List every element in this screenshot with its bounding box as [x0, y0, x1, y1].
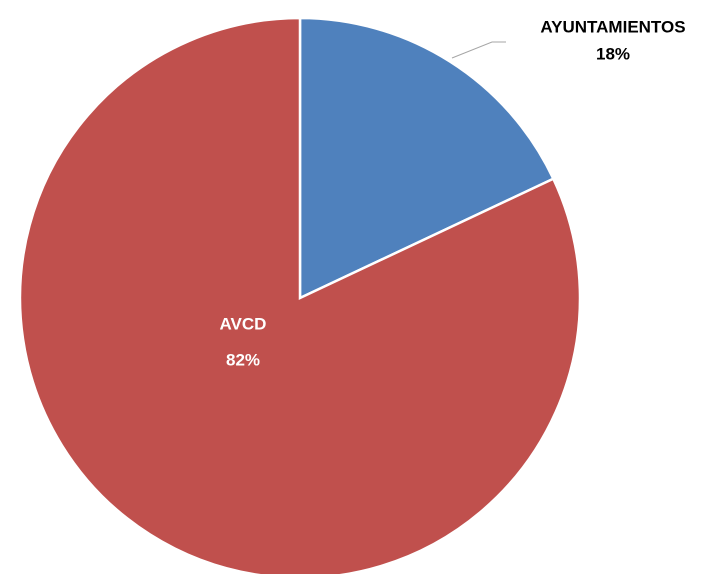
pie-slice	[298, 16, 556, 300]
leader-line	[451, 41, 506, 59]
pie-slice	[18, 16, 582, 574]
value-label: 82%	[226, 350, 260, 369]
category-label: AYUNTAMIENTOS	[540, 17, 685, 36]
category-label: AVCD	[220, 314, 267, 333]
value-label: 18%	[596, 44, 630, 63]
